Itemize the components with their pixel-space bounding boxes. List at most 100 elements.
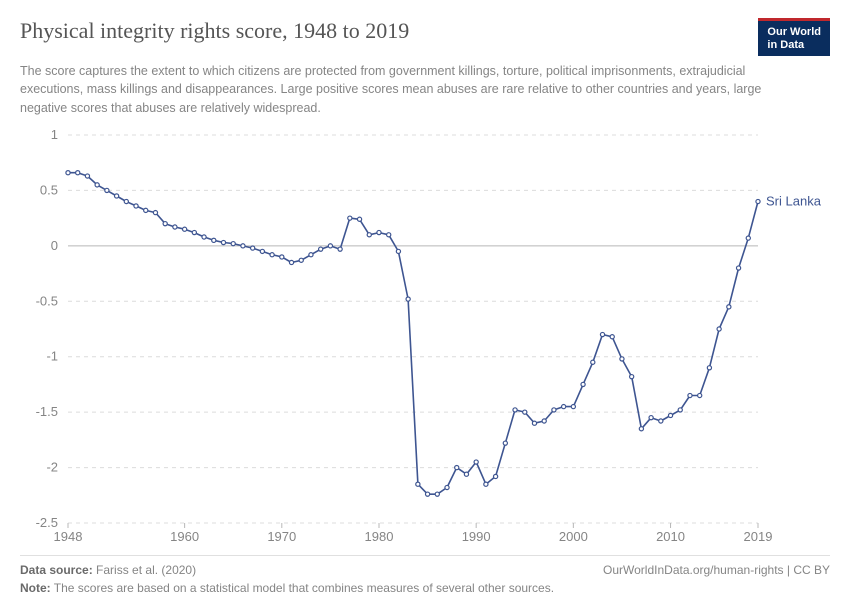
series-marker [484, 482, 488, 486]
x-tick-label: 1990 [462, 529, 491, 544]
chart-area: -2.5 -2 -1.5 -1 -0.5 0 0.5 1 1948 1960 1970 1980 199… [20, 125, 830, 545]
series-marker [445, 485, 449, 489]
series-marker [144, 208, 148, 212]
series-marker [707, 365, 711, 369]
y-tick-label: 0.5 [40, 182, 58, 197]
series-marker [513, 407, 517, 411]
note-text: The scores are based on a statistical mo… [54, 581, 554, 595]
series-marker [649, 415, 653, 419]
series-marker [455, 465, 459, 469]
series-marker [241, 243, 245, 247]
series-marker [571, 404, 575, 408]
series-marker [736, 266, 740, 270]
series-label: Sri Lanka [766, 193, 822, 208]
footer-source: Data source: Fariss et al. (2020) [20, 563, 196, 577]
series-marker [328, 243, 332, 247]
x-tick-label: 1980 [365, 529, 394, 544]
series-marker [668, 413, 672, 417]
series-marker [717, 327, 721, 331]
series-marker [610, 334, 614, 338]
series-marker [591, 360, 595, 364]
series-line [68, 172, 758, 494]
series-marker [396, 249, 400, 253]
series-marker [630, 374, 634, 378]
series-marker [270, 252, 274, 256]
series-marker [202, 235, 206, 239]
series-marker [183, 227, 187, 231]
x-tick-label: 1960 [170, 529, 199, 544]
series-marker [464, 472, 468, 476]
series-marker [153, 210, 157, 214]
series-marker [134, 204, 138, 208]
logo-line2: in Data [767, 39, 821, 52]
series-marker [435, 492, 439, 496]
y-tick-label: 0 [51, 238, 58, 253]
series-marker [367, 232, 371, 236]
subtitle: The score captures the extent to which c… [20, 62, 780, 116]
series-marker [600, 332, 604, 336]
series-marker [299, 258, 303, 262]
series-marker [66, 170, 70, 174]
series-marker [114, 194, 118, 198]
series-marker [319, 247, 323, 251]
series-marker [756, 199, 760, 203]
x-tick-label: 1948 [54, 529, 83, 544]
page-title: Physical integrity rights score, 1948 to… [20, 18, 409, 44]
series-marker [76, 170, 80, 174]
series-marker [348, 216, 352, 220]
footer-note: Note: The scores are based on a statisti… [20, 581, 830, 595]
note-label: Note: [20, 581, 51, 595]
series-marker [727, 304, 731, 308]
source-label: Data source: [20, 563, 93, 577]
series-marker [746, 236, 750, 240]
y-tick-label: -0.5 [36, 293, 58, 308]
series-marker [678, 407, 682, 411]
footer-attribution: OurWorldInData.org/human-rights | CC BY [603, 563, 830, 577]
series-marker [581, 382, 585, 386]
series-marker [474, 460, 478, 464]
series-marker [251, 246, 255, 250]
footer: Data source: Fariss et al. (2020) OurWor… [20, 555, 830, 595]
series-marker [212, 238, 216, 242]
series-marker [192, 230, 196, 234]
series-marker [280, 254, 284, 258]
series-marker [289, 260, 293, 264]
series-marker [494, 474, 498, 478]
y-tick-label: -2 [46, 459, 58, 474]
series-marker [338, 247, 342, 251]
series-marker [124, 199, 128, 203]
series-marker [503, 441, 507, 445]
source-text: Fariss et al. (2020) [96, 563, 196, 577]
series-marker [688, 393, 692, 397]
series-marker [523, 410, 527, 414]
series-marker [532, 421, 536, 425]
x-tick-label: 1970 [267, 529, 296, 544]
y-tick-label: 1 [51, 127, 58, 142]
series-marker [387, 232, 391, 236]
series-marker [231, 241, 235, 245]
x-tick-label: 2010 [656, 529, 685, 544]
series-marker [221, 240, 225, 244]
y-tick-label: -2.5 [36, 515, 58, 530]
series-marker [95, 182, 99, 186]
series-marker [85, 174, 89, 178]
series-marker [659, 419, 663, 423]
series-marker [105, 188, 109, 192]
x-tick-label: 2019 [744, 529, 773, 544]
x-tick-label: 2000 [559, 529, 588, 544]
series-marker [377, 230, 381, 234]
series-marker [425, 492, 429, 496]
logo-line1: Our World [767, 26, 821, 39]
series-marker [163, 221, 167, 225]
y-tick-label: -1.5 [36, 404, 58, 419]
series-marker [552, 407, 556, 411]
series-marker [260, 249, 264, 253]
chart-svg: -2.5 -2 -1.5 -1 -0.5 0 0.5 1 1948 1960 1970 1980 199… [20, 125, 830, 545]
owid-logo: Our World in Data [758, 18, 830, 56]
series-marker [357, 217, 361, 221]
series-marker [416, 482, 420, 486]
series-marker [173, 225, 177, 229]
y-tick-label: -1 [46, 348, 58, 363]
series-marker [562, 404, 566, 408]
series-marker [698, 393, 702, 397]
